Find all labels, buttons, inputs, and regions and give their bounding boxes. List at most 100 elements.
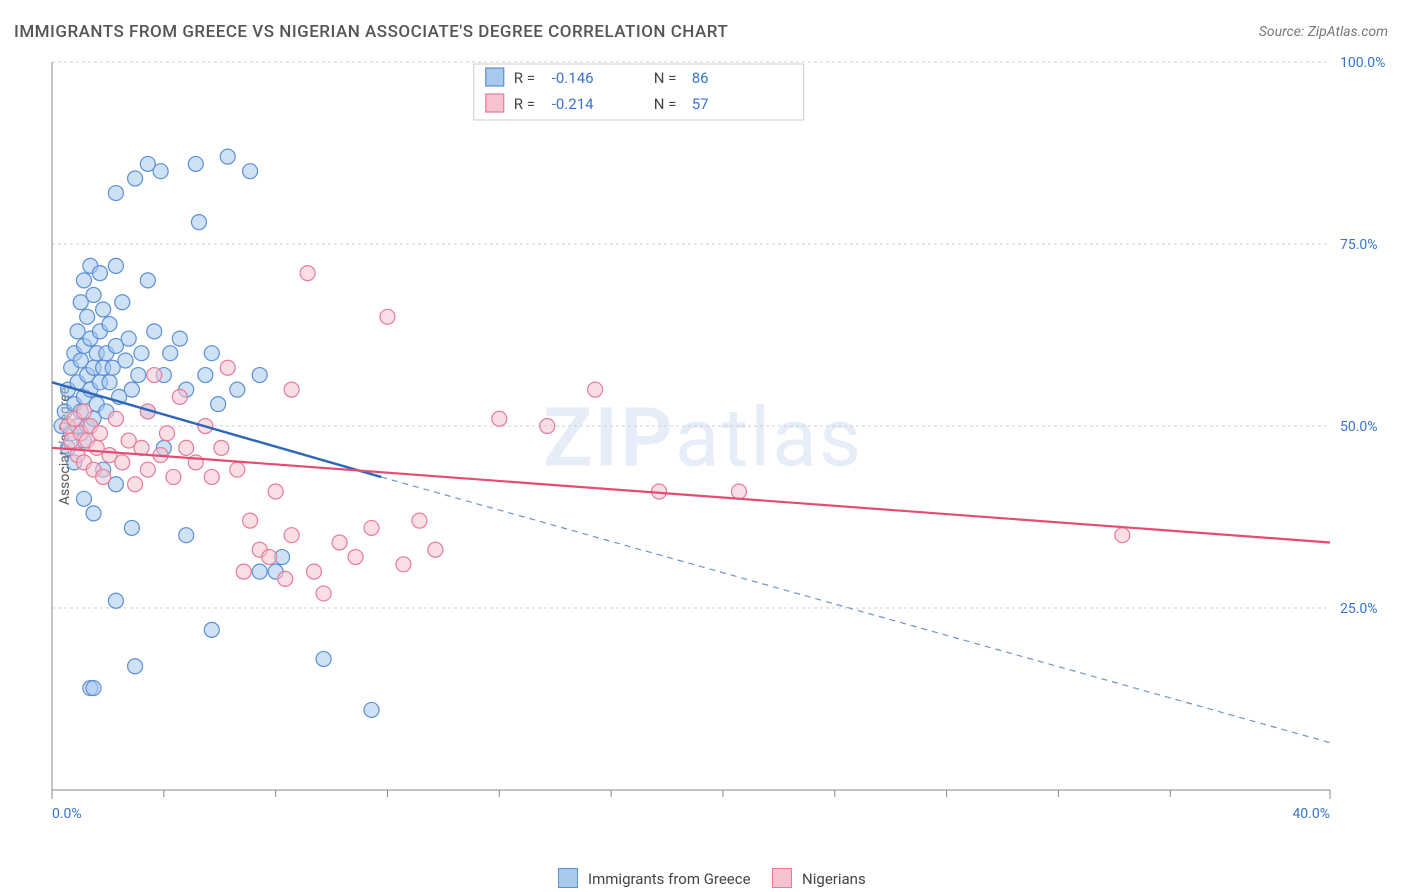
scatter-point bbox=[96, 469, 111, 484]
scatter-point bbox=[147, 324, 162, 339]
scatter-point bbox=[115, 455, 130, 470]
scatter-point bbox=[236, 564, 251, 579]
scatter-point bbox=[160, 426, 175, 441]
scatter-point bbox=[306, 564, 321, 579]
y-tick-label: 50.0% bbox=[1340, 419, 1378, 435]
scatter-point bbox=[188, 156, 203, 171]
legend-r-value: -0.214 bbox=[552, 95, 594, 113]
scatter-point bbox=[220, 149, 235, 164]
scatter-point bbox=[140, 273, 155, 288]
scatter-point bbox=[121, 331, 136, 346]
scatter-point bbox=[243, 164, 258, 179]
scatter-point bbox=[262, 550, 277, 565]
scatter-point bbox=[118, 353, 133, 368]
scatter-point bbox=[115, 295, 130, 310]
scatter-point bbox=[204, 622, 219, 637]
source-credit: Source: ZipAtlas.com bbox=[1259, 24, 1388, 40]
scatter-point bbox=[153, 164, 168, 179]
scatter-point bbox=[96, 302, 111, 317]
scatter-point bbox=[92, 426, 107, 441]
scatter-point bbox=[348, 550, 363, 565]
legend-n-label: N = bbox=[654, 69, 677, 87]
scatter-point bbox=[86, 681, 101, 696]
scatter-point bbox=[108, 186, 123, 201]
trend-line bbox=[52, 448, 1330, 543]
legend-swatch bbox=[486, 68, 504, 86]
scatter-point bbox=[80, 309, 95, 324]
legend-n-value: 86 bbox=[692, 69, 709, 87]
scatter-point bbox=[92, 266, 107, 281]
scatter-point bbox=[284, 528, 299, 543]
scatter-point bbox=[204, 469, 219, 484]
scatter-point bbox=[316, 586, 331, 601]
scatter-point bbox=[108, 258, 123, 273]
scatter-point bbox=[124, 382, 139, 397]
scatter-point bbox=[102, 317, 117, 332]
scatter-point bbox=[364, 702, 379, 717]
legend-label-greece: Immigrants from Greece bbox=[588, 870, 751, 888]
scatter-point bbox=[252, 564, 267, 579]
scatter-point bbox=[76, 491, 91, 506]
scatter-point bbox=[128, 659, 143, 674]
scatter-point bbox=[1115, 528, 1130, 543]
scatter-point bbox=[284, 382, 299, 397]
scatter-point bbox=[214, 440, 229, 455]
x-tick-label: 0.0% bbox=[52, 806, 82, 822]
scatter-point bbox=[252, 368, 267, 383]
legend-swatch-greece bbox=[558, 868, 578, 888]
scatter-point bbox=[198, 368, 213, 383]
scatter-point bbox=[108, 593, 123, 608]
y-tick-label: 25.0% bbox=[1340, 601, 1378, 617]
source-value: ZipAtlas.com bbox=[1308, 24, 1388, 40]
y-tick-label: 75.0% bbox=[1340, 237, 1378, 253]
scatter-point bbox=[243, 513, 258, 528]
legend-swatch bbox=[486, 94, 504, 112]
scatter-point bbox=[278, 571, 293, 586]
scatter-point bbox=[124, 520, 139, 535]
scatter-point bbox=[492, 411, 507, 426]
scatter-point bbox=[268, 484, 283, 499]
scatter-point bbox=[76, 273, 91, 288]
legend-swatch-nigerians bbox=[772, 868, 792, 888]
legend-box: R = -0.146 N = 86 R = -0.214 N = 57 bbox=[474, 64, 804, 120]
scatter-point bbox=[396, 557, 411, 572]
scatter-point bbox=[86, 287, 101, 302]
scatter-point bbox=[172, 389, 187, 404]
scatter-point bbox=[147, 368, 162, 383]
bottom-legend: Immigrants from Greece Nigerians bbox=[0, 868, 1406, 888]
legend-r-label: R = bbox=[514, 95, 535, 113]
trend-line-extrapolated bbox=[381, 477, 1330, 743]
y-tick-label: 100.0% bbox=[1340, 56, 1385, 71]
scatter-point bbox=[204, 346, 219, 361]
scatter-point bbox=[332, 535, 347, 550]
chart-title: IMMIGRANTS FROM GREECE VS NIGERIAN ASSOC… bbox=[14, 22, 728, 42]
scatter-point bbox=[230, 462, 245, 477]
legend-n-label: N = bbox=[654, 95, 677, 113]
scatter-point bbox=[140, 462, 155, 477]
scatter-point bbox=[179, 440, 194, 455]
scatter-point bbox=[364, 520, 379, 535]
legend-label-nigerians: Nigerians bbox=[802, 870, 866, 888]
scatter-point bbox=[588, 382, 603, 397]
scatter-point bbox=[108, 411, 123, 426]
scatter-point bbox=[128, 171, 143, 186]
legend-n-value: 57 bbox=[692, 95, 709, 113]
scatter-point bbox=[316, 651, 331, 666]
scatter-point bbox=[128, 477, 143, 492]
scatter-point bbox=[179, 528, 194, 543]
scatter-point bbox=[380, 309, 395, 324]
x-tick-label: 40.0% bbox=[1292, 806, 1330, 822]
scatter-point bbox=[211, 397, 226, 412]
legend-r-value: -0.146 bbox=[552, 69, 594, 87]
scatter-point bbox=[230, 382, 245, 397]
scatter-point bbox=[86, 506, 101, 521]
scatter-plot: 25.0% 50.0% 75.0% 100.0% 0.0% 40.0% R = -0.146… bbox=[48, 56, 1388, 826]
scatter-point bbox=[131, 368, 146, 383]
scatter-point bbox=[220, 360, 235, 375]
scatter-point bbox=[191, 215, 206, 230]
scatter-point bbox=[166, 469, 181, 484]
source-label: Source: bbox=[1259, 24, 1308, 40]
legend-r-label: R = bbox=[514, 69, 535, 87]
scatter-point bbox=[102, 375, 117, 390]
scatter-point bbox=[540, 419, 555, 434]
